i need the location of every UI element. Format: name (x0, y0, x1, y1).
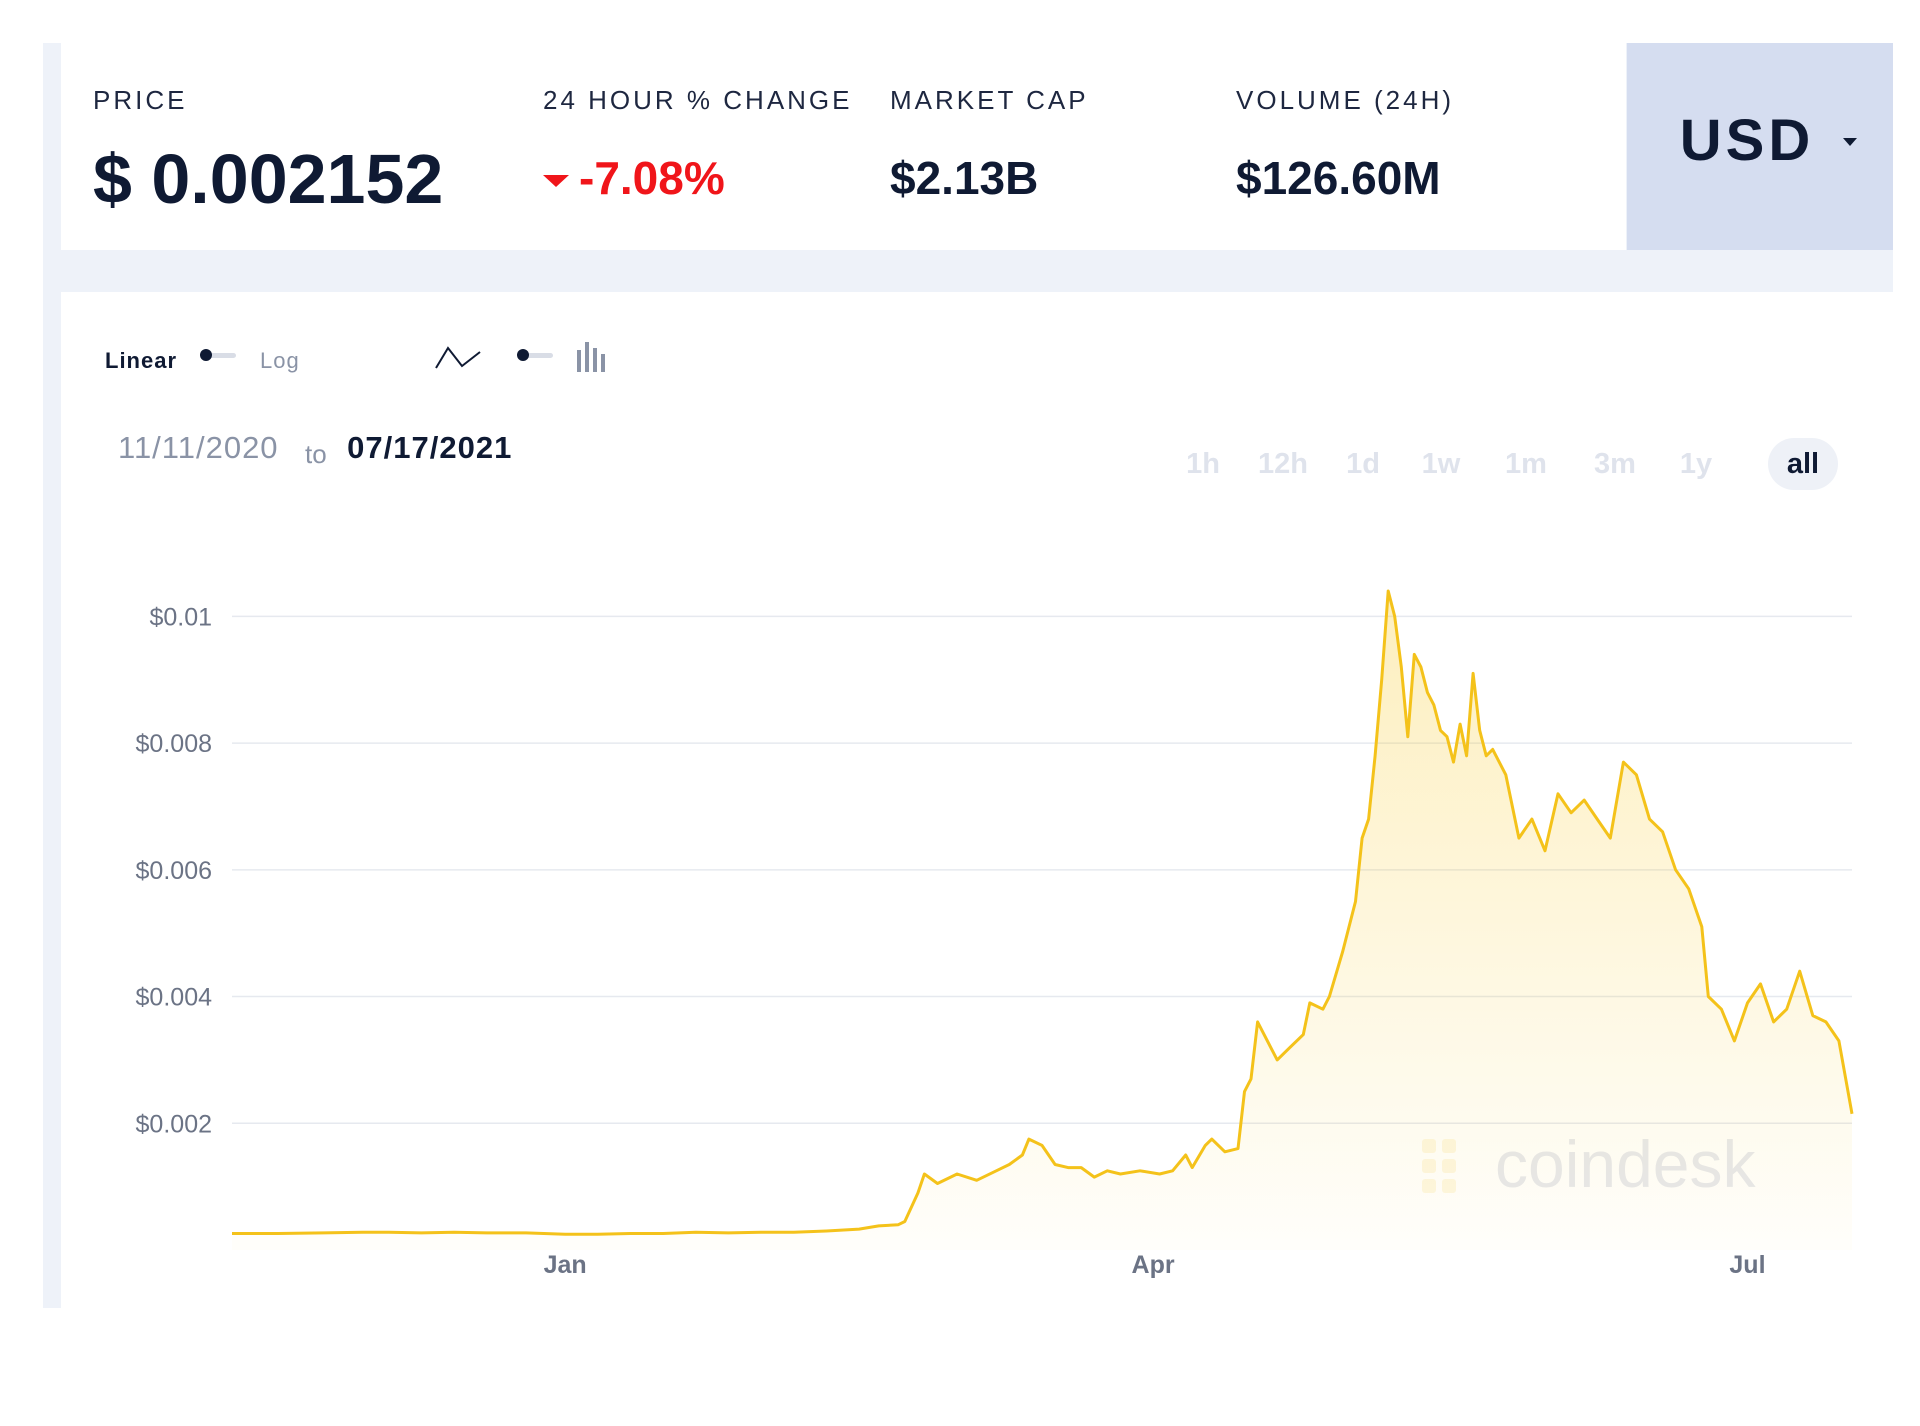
range-1w[interactable]: 1w (1421, 448, 1461, 480)
price-area (232, 591, 1852, 1250)
y-tick-label: $0.004 (136, 984, 213, 1012)
volume-label: VOLUME (24H) (1236, 85, 1455, 115)
volume-value: $126.60M (1236, 152, 1441, 204)
currency-selector[interactable]: USD (1627, 43, 1893, 250)
range-1y[interactable]: 1y (1679, 448, 1713, 480)
currency-code: USD (1679, 108, 1815, 173)
range-1h[interactable]: 1h (1186, 448, 1220, 480)
range-all[interactable]: all (1768, 438, 1838, 490)
price-value: $ 0.002152 (93, 140, 444, 218)
down-arrow-icon (543, 175, 569, 187)
y-tick-label: $0.01 (149, 603, 212, 631)
x-tick-label: Jul (1729, 1251, 1765, 1279)
line-chart-icon[interactable] (434, 342, 482, 372)
candlestick-icon[interactable] (575, 340, 605, 374)
x-tick-label: Apr (1132, 1251, 1175, 1279)
change-label: 24 HOUR % CHANGE (543, 85, 853, 115)
y-tick-label: $0.008 (136, 730, 212, 758)
date-to[interactable]: 07/17/2021 (347, 430, 513, 465)
date-from[interactable]: 11/11/2020 (118, 430, 279, 465)
change-value-wrap: -7.08% (543, 151, 725, 205)
y-axis: $0.002 $0.004 $0.006 $0.008 $0.01 (136, 603, 213, 1138)
x-tick-label: Jan (544, 1251, 587, 1279)
range-1m[interactable]: 1m (1505, 448, 1547, 480)
market-cap-value: $2.13B (890, 152, 1039, 204)
date-to-word: to (305, 439, 327, 469)
scale-linear-label[interactable]: Linear (105, 348, 178, 373)
change-value: -7.08% (579, 152, 725, 204)
range-3m[interactable]: 3m (1594, 448, 1636, 480)
scale-toggle[interactable] (200, 349, 236, 361)
y-tick-label: $0.002 (136, 1110, 212, 1138)
range-1d[interactable]: 1d (1346, 448, 1380, 480)
stats-bar: PRICE $ 0.002152 24 HOUR % CHANGE -7.08%… (61, 43, 1626, 250)
price-label: PRICE (93, 85, 188, 115)
scale-log-label[interactable]: Log (260, 348, 300, 373)
chart-type-toggle[interactable] (517, 349, 553, 361)
y-tick-label: $0.006 (136, 857, 212, 885)
market-cap-label: MARKET CAP (890, 85, 1089, 115)
price-line (232, 589, 1854, 1236)
toggle-knob (517, 349, 529, 361)
x-axis: Jan Apr Jul (544, 1251, 1766, 1279)
chevron-down-icon (1843, 138, 1857, 146)
range-12h[interactable]: 12h (1258, 448, 1308, 480)
toggle-knob (200, 349, 212, 361)
date-range: 11/11/2020 to 07/17/2021 (118, 430, 513, 469)
chart-controls: Linear Log (105, 332, 645, 374)
